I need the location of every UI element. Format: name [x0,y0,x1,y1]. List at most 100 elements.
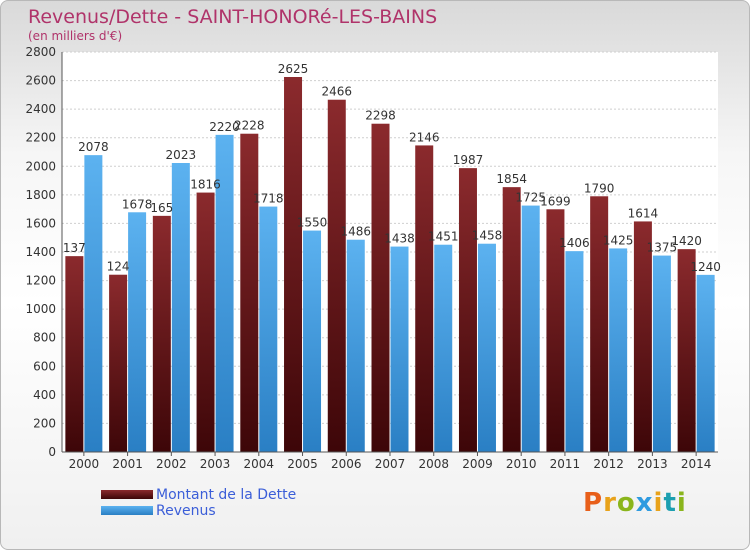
y-tick-label: 2800 [25,45,56,59]
y-tick-label: 1800 [25,188,56,202]
data-label-revenus: 1451 [428,230,459,244]
bar-dette [327,99,346,452]
data-label-dette: 1699 [540,194,571,208]
bar-dette [633,221,652,452]
legend-swatch-revenus [101,506,153,515]
bar-dette [546,209,565,452]
chart-title: Revenus/Dette - SAINT-HONORé-LES-BAINS [28,6,438,28]
data-label-dette: 1614 [628,206,659,220]
y-tick-label: 2000 [25,159,56,173]
x-tick-label: 2000 [69,457,100,471]
legend-label-revenus: Revenus [156,503,216,519]
y-tick-label: 800 [33,331,56,345]
y-tick-label: 0 [48,445,56,459]
data-label-revenus: 1486 [340,225,371,239]
data-label-dette: 2298 [365,109,396,123]
bar-dette [152,215,171,452]
logo-letter: r [603,488,617,518]
proxiti-logo: Proxiti [583,488,687,518]
data-label-dette: 137 [63,241,86,255]
bar-dette [65,256,84,452]
bar-dette [240,133,259,452]
data-label-revenus: 1678 [122,197,153,211]
x-tick-label: 2013 [637,457,668,471]
data-label-dette: 1854 [496,172,527,186]
logo-letter: i [653,488,664,518]
data-label-dette: 1816 [190,178,221,192]
data-label-dette: 1790 [584,181,615,195]
bar-revenus [521,205,540,452]
bar-revenus [259,206,278,452]
y-tick-label: 1600 [25,216,56,230]
legend-swatch-dette [101,490,153,499]
data-label-revenus: 1438 [384,232,415,246]
y-tick-label: 1000 [25,302,56,316]
bar-revenus [128,212,147,452]
y-tick-label: 2400 [25,102,56,116]
bar-dette [371,123,390,452]
data-label-dette: 124 [107,260,130,274]
x-tick-label: 2004 [244,457,275,471]
data-label-dette: 2625 [278,62,309,76]
x-tick-label: 2009 [462,457,493,471]
bar-revenus [477,243,496,452]
bar-revenus [84,155,103,452]
y-tick-label: 2200 [25,131,56,145]
x-tick-label: 2012 [593,457,624,471]
data-label-revenus: 1240 [690,260,721,274]
bar-revenus [609,248,628,452]
data-label-dette: 2228 [234,119,265,133]
x-tick-label: 2007 [375,457,406,471]
logo-letter: x [635,488,654,518]
data-label-revenus: 2220 [209,120,240,134]
chart-subtitle: (en milliers d'€) [28,29,123,43]
data-label-dette: 2466 [321,85,352,99]
logo-letter: o [616,488,636,518]
bar-dette [502,187,521,452]
bar-revenus [215,134,234,452]
bar-revenus [390,246,409,452]
bar-dette [109,274,128,452]
data-label-revenus: 2078 [78,140,109,154]
data-label-dette: 2146 [409,130,440,144]
data-label-dette: 1420 [671,234,702,248]
x-tick-label: 2008 [418,457,449,471]
bar-revenus [346,239,365,452]
x-tick-label: 2014 [681,457,712,471]
y-tick-label: 200 [33,416,56,430]
data-label-dette: 165 [150,201,173,215]
bar-dette [415,145,434,452]
bar-revenus [303,230,322,452]
data-label-revenus: 1550 [297,216,328,230]
bar-revenus [434,244,453,452]
x-tick-label: 2011 [550,457,581,471]
data-label-revenus: 1406 [559,236,590,250]
x-tick-label: 2006 [331,457,362,471]
y-tick-label: 2600 [25,74,56,88]
bar-dette [677,249,696,452]
x-tick-label: 2001 [112,457,143,471]
bar-revenus [652,255,671,452]
data-label-revenus: 1458 [472,229,503,243]
logo-letter: t [663,488,677,518]
bar-dette [196,192,215,453]
legend-label-dette: Montant de la Dette [156,487,297,503]
bar-dette [284,77,303,452]
x-tick-label: 2002 [156,457,187,471]
y-tick-label: 1400 [25,245,56,259]
x-tick-label: 2003 [200,457,231,471]
x-tick-label: 2005 [287,457,318,471]
bar-dette [590,196,609,452]
data-label-revenus: 2023 [166,148,197,162]
data-label-revenus: 1375 [647,241,678,255]
bar-revenus [565,251,584,452]
x-tick-label: 2010 [506,457,537,471]
y-tick-label: 1200 [25,274,56,288]
data-label-revenus: 1725 [515,191,546,205]
data-label-dette: 1987 [453,153,484,167]
data-label-revenus: 1425 [603,233,634,247]
bar-revenus [696,274,715,452]
bar-dette [458,168,477,452]
